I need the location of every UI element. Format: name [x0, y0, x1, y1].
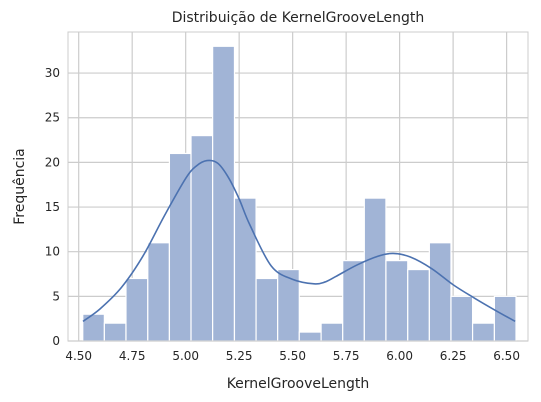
- x-axis-label: KernelGrooveLength: [227, 376, 370, 392]
- histogram-bar: [428, 242, 452, 342]
- x-tick-label: 4.75: [119, 349, 146, 363]
- x-tick-label: 6.50: [493, 349, 520, 363]
- x-tick-label: 5.50: [279, 349, 306, 363]
- x-tick-label: 6.00: [386, 349, 413, 363]
- y-tick-label: 20: [45, 155, 60, 169]
- y-tick-label: 25: [45, 111, 60, 125]
- y-tick-label: 0: [52, 334, 60, 348]
- histogram-bar: [471, 322, 496, 342]
- y-axis-label: Frequência: [12, 148, 28, 225]
- y-tick-labels: 0 5 10 15 20 25 30: [45, 66, 60, 348]
- histogram-bar: [168, 152, 192, 342]
- histogram-bar: [233, 197, 257, 342]
- histogram-bar: [190, 134, 214, 342]
- x-tick-label: 5.00: [172, 349, 199, 363]
- x-tick-label: 4.50: [65, 349, 92, 363]
- histogram-bar: [385, 260, 409, 342]
- y-tick-label: 5: [52, 289, 60, 303]
- histogram-bar: [450, 295, 474, 342]
- x-tick-labels: 4.50 4.75 5.00 5.25 5.50 5.75 6.00 6.25 6.50: [65, 349, 520, 363]
- chart-title: Distribuição de KernelGrooveLength: [172, 10, 425, 26]
- histogram-bar: [407, 268, 430, 342]
- x-tick-label: 5.75: [333, 349, 360, 363]
- y-tick-label: 10: [45, 245, 60, 259]
- histogram-bar: [298, 331, 322, 342]
- histogram-bar: [363, 197, 387, 342]
- y-tick-label: 30: [45, 66, 60, 80]
- histogram-bar: [82, 313, 105, 342]
- kde-curve: [82, 159, 516, 323]
- histogram-bar: [212, 45, 236, 342]
- y-tick-label: 15: [45, 200, 60, 214]
- histogram-bar: [493, 295, 517, 342]
- histogram-bar: [255, 277, 279, 342]
- plot-frame: [67, 31, 529, 342]
- histogram-bar: [320, 322, 344, 342]
- x-tick-label: 5.25: [226, 349, 253, 363]
- histogram-bar: [125, 277, 149, 342]
- histogram-bars: [82, 45, 517, 342]
- histogram-bar: [342, 260, 365, 342]
- histogram-bar: [147, 242, 171, 342]
- x-tick-label: 6.25: [440, 349, 467, 363]
- histogram-bar: [103, 322, 127, 342]
